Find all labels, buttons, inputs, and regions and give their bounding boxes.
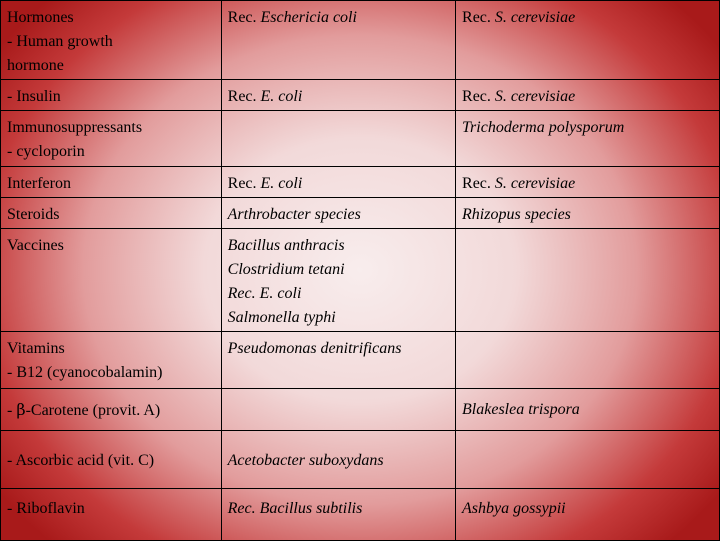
producer-cell: Rec. E. coli [220, 166, 457, 198]
producer-prefix: Rec. [227, 9, 261, 26]
product-cell: Steroids [0, 197, 222, 229]
producer-organism: Bacillus anthracis [227, 237, 345, 254]
product-prefix: - [7, 402, 17, 419]
product-suffix: -Carotene (provit. A) [25, 402, 161, 419]
product-line: - Ascorbic acid (vit. C) [7, 452, 155, 469]
product-line: Vitamins [7, 340, 65, 357]
producer-cell: Rec. E. coli [220, 79, 457, 111]
product-line: - Insulin [7, 88, 61, 105]
alt-producer-cell: Trichoderma polysporum [455, 110, 720, 167]
product-cell: Interferon [0, 166, 222, 198]
product-line: Immunosuppressants [7, 119, 143, 136]
producer-cell: Acetobacter suboxydans [220, 430, 457, 489]
table-row: - Insulin Rec. E. coli Rec. S. cerevisia… [0, 79, 720, 111]
alt-producer-cell: Ashbya gossypii [455, 488, 720, 541]
product-line: hormone [7, 57, 64, 74]
producer-prefix: Rec. [227, 88, 261, 105]
table-row: - Riboflavin Rec. Bacillus subtilis Ashb… [0, 488, 720, 541]
alt-producer-cell: Rec. S. cerevisiae [455, 79, 720, 111]
product-line: Vaccines [7, 237, 64, 254]
producer-organism: Clostridium tetani [227, 261, 345, 278]
producer-organism: Arthrobacter species [227, 206, 361, 223]
table-row: Interferon Rec. E. coli Rec. S. cerevisi… [0, 166, 720, 198]
producer-organism: Bacillus subtilis [259, 500, 363, 517]
producer-cell: Pseudomonas denitrificans [220, 331, 457, 389]
product-line: Hormones [7, 9, 74, 26]
alt-producer-organism: Rhizopus species [462, 206, 571, 223]
table-row: Vitamins - B12 (cyanocobalamin) Pseudomo… [0, 331, 720, 389]
producer-cell [220, 388, 457, 431]
producer-cell: Arthrobacter species [220, 197, 457, 229]
product-cell: Hormones - Human growth hormone [0, 0, 222, 80]
product-cell: - Ascorbic acid (vit. C) [0, 430, 222, 489]
alt-producer-prefix: Rec. [462, 175, 495, 192]
producer-organism: E. coli [260, 175, 303, 192]
producer-organism: Rec. E. coli [227, 285, 302, 302]
product-cell: - Insulin [0, 79, 222, 111]
product-line: - Riboflavin [7, 500, 85, 517]
alt-producer-organism: Trichoderma polysporum [462, 119, 625, 136]
alt-producer-organism: Ashbya gossypii [462, 500, 566, 517]
product-cell: Vaccines [0, 228, 222, 332]
producer-organism: Acetobacter suboxydans [227, 452, 384, 469]
table-row: - β-Carotene (provit. A) Blakeslea trisp… [0, 388, 720, 431]
table-row: - Ascorbic acid (vit. C) Acetobacter sub… [0, 430, 720, 489]
producer-cell: Rec. Bacillus subtilis [220, 488, 457, 541]
beta-symbol: β [16, 400, 26, 419]
table-row: Vaccines Bacillus anthracis Clostridium … [0, 228, 720, 332]
product-cell: Vitamins - B12 (cyanocobalamin) [0, 331, 222, 389]
alt-producer-cell: Blakeslea trispora [455, 388, 720, 431]
producer-organism: Eschericia coli [260, 9, 357, 26]
alt-producer-organism: S. cerevisiae [494, 88, 576, 105]
producer-prefix: Rec. [227, 175, 261, 192]
alt-producer-prefix: Rec. [462, 9, 495, 26]
product-line: - Human growth [7, 33, 113, 50]
product-line: - cycloporin [7, 143, 85, 160]
producer-cell: Bacillus anthracis Clostridium tetani Re… [220, 228, 457, 332]
alt-producer-cell: Rhizopus species [455, 197, 720, 229]
producer-cell: Rec. Eschericia coli [220, 0, 457, 80]
product-cell: - Riboflavin [0, 488, 222, 541]
table-row: Hormones - Human growth hormone Rec. Esc… [0, 0, 720, 80]
alt-producer-organism: S. cerevisiae [494, 175, 576, 192]
producer-organism: Pseudomonas denitrificans [227, 340, 402, 357]
alt-producer-organism: Blakeslea trispora [462, 401, 580, 418]
producer-organism: Salmonella typhi [227, 309, 336, 326]
alt-producer-cell [455, 430, 720, 489]
product-line: - B12 (cyanocobalamin) [7, 364, 163, 381]
producer-prefix: Rec. [227, 500, 260, 517]
alt-producer-cell: Rec. S. cerevisiae [455, 0, 720, 80]
producer-organism: E. coli [260, 88, 303, 105]
alt-producer-cell: Rec. S. cerevisiae [455, 166, 720, 198]
product-cell: - β-Carotene (provit. A) [0, 388, 222, 431]
alt-producer-cell [455, 331, 720, 389]
alt-producer-prefix: Rec. [462, 88, 495, 105]
alt-producer-organism: S. cerevisiae [494, 9, 576, 26]
table-row: Steroids Arthrobacter species Rhizopus s… [0, 197, 720, 229]
product-cell: Immunosuppressants - cycloporin [0, 110, 222, 167]
alt-producer-cell [455, 228, 720, 332]
product-line: Interferon [7, 175, 71, 192]
table-row: Immunosuppressants - cycloporin Trichode… [0, 110, 720, 167]
producer-cell [220, 110, 457, 167]
product-line: Steroids [7, 206, 60, 223]
